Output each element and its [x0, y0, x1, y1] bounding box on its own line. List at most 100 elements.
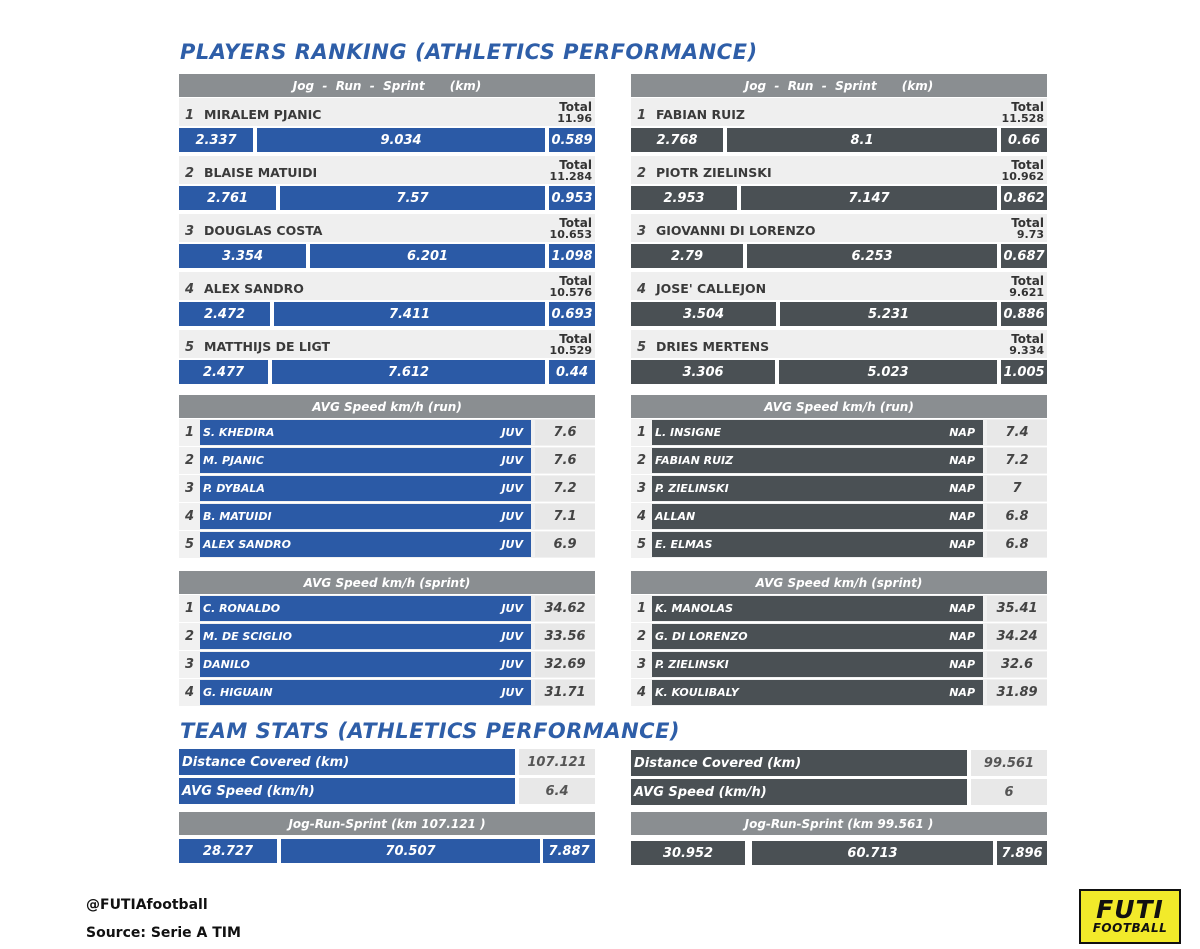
- speed-value: 6.8: [987, 532, 1047, 557]
- total-value: 11.284: [549, 170, 592, 183]
- total-block: Total 10.962: [1002, 159, 1044, 183]
- player-name: B. MATUIDI: [203, 510, 272, 523]
- run-segment: 60.713: [752, 841, 993, 865]
- speed-value: 34.24: [987, 624, 1047, 649]
- player-bar: G. DI LORENZO NAP: [652, 624, 983, 649]
- team-code: JUV: [501, 426, 523, 439]
- run-speed-row: 5 ALEX SANDRO JUV 6.9: [179, 531, 595, 558]
- team-jrs-header: Jog-Run-Sprint (km 99.561 ): [631, 812, 1047, 835]
- sprint-speed-row: 1 K. MANOLAS NAP 35.41: [631, 595, 1047, 622]
- rank-number: 5: [185, 340, 195, 355]
- run-segment: 8.1: [727, 128, 997, 152]
- jog-segment: 3.306: [631, 360, 775, 384]
- player-bar: K. MANOLAS NAP: [652, 596, 983, 621]
- juv-jrs-panel: Jog - Run - Sprint (km) 1 MIRALEM PJANIC T…: [179, 74, 595, 387]
- player-name: JOSE' CALLEJON: [656, 281, 767, 296]
- team-code: JUV: [501, 454, 523, 467]
- player-bar: G. HIGUAIN JUV: [200, 680, 531, 705]
- sprint-speed-row: 2 M. DE SCIGLIO JUV 33.56: [179, 623, 595, 650]
- distance-label: Distance Covered (km): [631, 750, 967, 776]
- player-header: 1 FABIAN RUIZ Total 11.528: [631, 98, 1047, 126]
- rank-number: 2: [185, 453, 195, 468]
- rank-number: 5: [637, 537, 647, 552]
- player-header: 1 MIRALEM PJANIC Total 11.96: [179, 98, 595, 126]
- sprint-header: AVG Speed km/h (sprint): [631, 571, 1047, 594]
- sprint-segment: 0.862: [1001, 186, 1047, 210]
- run-speed-row: 4 B. MATUIDI JUV 7.1: [179, 503, 595, 530]
- rank-number: 1: [637, 601, 647, 616]
- speed-label: AVG Speed (km/h): [631, 779, 967, 805]
- total-label: Total: [559, 216, 592, 230]
- jrs-bar: 2.477 7.612 0.44: [179, 360, 595, 384]
- total-value: 9.73: [1016, 228, 1044, 241]
- jog-segment: 30.952: [631, 841, 745, 865]
- jog-segment: 2.337: [179, 128, 253, 152]
- total-label: Total: [559, 100, 592, 114]
- nap-sprint-panel: AVG Speed km/h (sprint) 1 K. MANOLAS NAP 35…: [631, 571, 1047, 706]
- sprint-speed-row: 4 G. HIGUAIN JUV 31.71: [179, 679, 595, 706]
- team-code: NAP: [949, 538, 975, 551]
- rank-number: 3: [185, 224, 195, 239]
- total-label: Total: [559, 332, 592, 346]
- jrs-bar: 3.354 6.201 1.098: [179, 244, 595, 268]
- run-segment: 7.612: [272, 360, 545, 384]
- jrs-bar: 3.306 5.023 1.005: [631, 360, 1047, 384]
- rank-number: 4: [637, 282, 647, 297]
- sprint-segment: 0.953: [549, 186, 595, 210]
- nap-run-list: 1 L. INSIGNE NAP 7.4 2 FABIAN RUIZ NAP 7.2 3 P. Z…: [631, 419, 1047, 558]
- speed-value: 34.62: [535, 596, 595, 621]
- rank-number: 4: [637, 685, 647, 700]
- player-name: P. DYBALA: [203, 482, 265, 495]
- jog-segment: 2.953: [631, 186, 737, 210]
- player-bar: L. INSIGNE NAP: [652, 420, 983, 445]
- jog-segment: 2.768: [631, 128, 723, 152]
- rank-number: 2: [637, 629, 647, 644]
- player-name: G. HIGUAIN: [203, 686, 273, 699]
- player-bar: DANILO JUV: [200, 652, 531, 677]
- player-row: 2 BLAISE MATUIDI Total 11.284 2.761 7.57 0.953: [179, 156, 595, 213]
- speed-value: 7.4: [987, 420, 1047, 445]
- speed-value: 7: [987, 476, 1047, 501]
- team-code: NAP: [949, 602, 975, 615]
- sprint-speed-row: 3 P. ZIELINSKI NAP 32.6: [631, 651, 1047, 678]
- run-segment: 5.231: [780, 302, 997, 326]
- total-value: 11.528: [1001, 112, 1044, 125]
- sprint-header: AVG Speed km/h (sprint): [179, 571, 595, 594]
- player-row: 4 JOSE' CALLEJON Total 9.621 3.504 5.231 0.886: [631, 272, 1047, 329]
- distance-label: Distance Covered (km): [179, 749, 515, 775]
- player-name: P. ZIELINSKI: [655, 658, 729, 671]
- team-jrs-header: Jog-Run-Sprint (km 107.121 ): [179, 812, 595, 835]
- player-bar: P. DYBALA JUV: [200, 476, 531, 501]
- team-code: NAP: [949, 426, 975, 439]
- total-block: Total 10.576: [550, 275, 592, 299]
- team-code: JUV: [501, 602, 523, 615]
- team-jrs-bar: 30.952 60.713 7.896: [631, 841, 1047, 865]
- jog-segment: 2.79: [631, 244, 743, 268]
- total-block: Total 11.284: [550, 159, 592, 183]
- sprint-segment: 1.005: [1001, 360, 1047, 384]
- player-name: M. DE SCIGLIO: [203, 630, 292, 643]
- total-block: Total 9.621: [1009, 275, 1044, 299]
- footer-handle: @FUTIAfootball: [86, 897, 208, 913]
- rank-number: 4: [185, 685, 195, 700]
- nap-team-stats: Distance Covered (km) 99.561 AVG Speed (…: [631, 750, 1047, 865]
- total-label: Total: [1011, 158, 1044, 172]
- total-value: 10.576: [549, 286, 592, 299]
- speed-value: 7.6: [535, 420, 595, 445]
- player-name: K. KOULIBALY: [655, 686, 739, 699]
- rank-number: 5: [185, 537, 195, 552]
- total-value: 9.334: [1009, 344, 1044, 357]
- player-name: DANILO: [203, 658, 250, 671]
- rank-number: 3: [637, 657, 647, 672]
- jrs-bar: 2.761 7.57 0.953: [179, 186, 595, 210]
- total-label: Total: [1011, 100, 1044, 114]
- rank-number: 1: [637, 425, 647, 440]
- total-value: 10.529: [549, 344, 592, 357]
- player-name: PIOTR ZIELINSKI: [656, 165, 772, 180]
- player-bar: ALEX SANDRO JUV: [200, 532, 531, 557]
- footer-source: Source: Serie A TIM: [86, 925, 241, 941]
- run-segment: 6.201: [310, 244, 545, 268]
- team-code: NAP: [949, 630, 975, 643]
- sprint-segment: 7.887: [543, 839, 595, 863]
- rank-number: 3: [185, 657, 195, 672]
